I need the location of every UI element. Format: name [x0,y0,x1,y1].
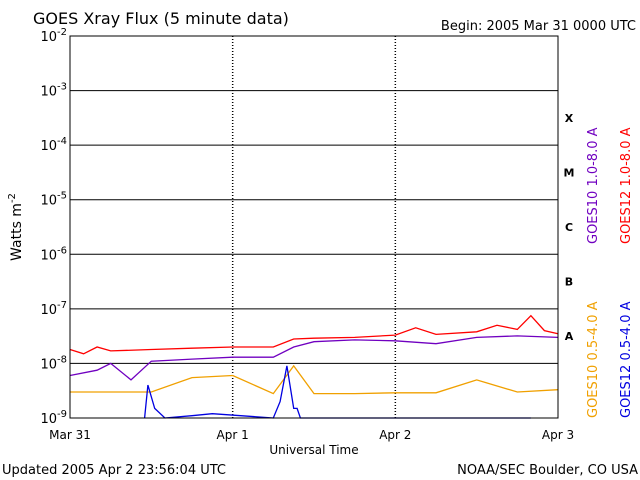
updated-timestamp: Updated 2005 Apr 2 23:56:04 UTC [2,463,226,478]
x-tick-label: Apr 3 [542,428,574,442]
plot-frame [69,35,559,419]
flare-class-b: B [565,276,573,289]
x-tick-labels: Mar 31 Apr 1 Apr 2 Apr 3 [49,428,574,442]
x-tick-label: Apr 2 [379,428,411,442]
chart-grid [70,36,558,418]
flare-class-m: M [564,166,575,179]
y-tick-label: 10-7 [40,300,67,318]
y-tick-label: 10-6 [40,245,67,263]
legend-goes12-short: GOES12 0.5-4.0 A [619,301,634,418]
y-tick-label: 10-8 [40,354,67,372]
y-tick-label: 10-2 [40,27,67,45]
flare-class-a: A [565,330,574,343]
x-tick-label: Apr 1 [217,428,249,442]
y-tick-label: 10-3 [40,82,67,100]
y-tick-label: 10-4 [40,136,67,154]
series-goes12-1-0-8-0-a [69,314,559,355]
y-tick-label: 10-5 [40,191,67,209]
begin-label: Begin: 2005 Mar 31 0000 UTC [441,19,636,34]
flare-class-c: C [565,221,573,234]
x-tick-label: Mar 31 [49,428,91,442]
data-source: NOAA/SEC Boulder, CO USA [457,463,638,478]
legend-goes12-long: GOES12 1.0-8.0 A [619,127,634,244]
legend-goes10-short: GOES10 0.5-4.0 A [586,301,601,418]
legend-goes10-long: GOES10 1.0-8.0 A [586,127,601,244]
y-tick-labels: 10-9 10-8 10-7 10-6 10-5 10-4 10-3 10-2 [40,27,67,427]
y-axis-label: Watts m-2 [7,193,25,261]
flare-class-labels: A B C M X [564,112,575,343]
series-goes10-0-5-4-0-a [70,364,559,395]
series-goes10-1-0-8-0-a [69,335,559,381]
x-axis-label: Universal Time [269,443,358,457]
y-tick-label: 10-9 [40,409,67,427]
flare-class-x: X [565,112,574,125]
chart-title: GOES Xray Flux (5 minute data) [33,9,289,28]
